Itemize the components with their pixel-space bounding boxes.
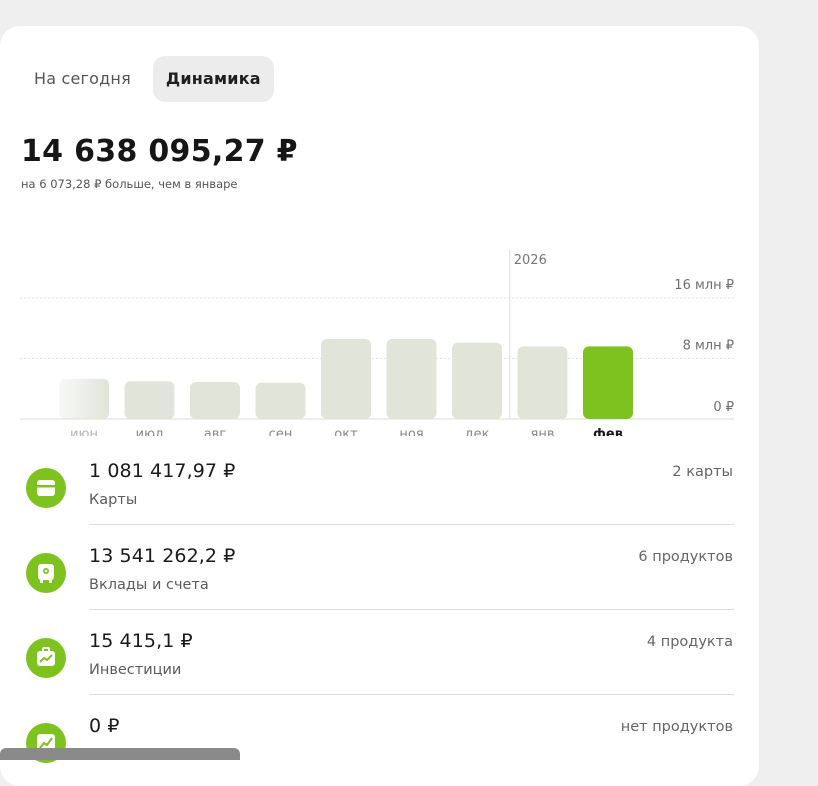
x-tick-label: июл: [136, 427, 164, 436]
account-count: 6 продуктов: [638, 549, 733, 565]
x-tick-label: авг: [204, 427, 227, 436]
account-amount: 13 541 262,2 ₽: [89, 545, 236, 567]
account-count: 4 продукта: [646, 634, 733, 650]
briefcase-chart-icon: [26, 638, 66, 678]
divider: [89, 524, 734, 525]
bar-авг: [190, 381, 240, 419]
view-tabs: На сегодня Динамика: [18, 56, 274, 102]
account-label: Карты: [89, 492, 138, 508]
balance-change-note: на 6 073,28 ₽ больше, чем в январе: [21, 177, 238, 191]
x-tick-label: дек: [465, 427, 490, 436]
y-tick-label: 0 ₽: [713, 400, 734, 415]
account-row-deposits[interactable]: 13 541 262,2 ₽ Вклады и счета 6 продукто…: [0, 525, 759, 610]
bar-июн: [59, 378, 109, 419]
monthly-balance-chart: 2026 июн июл авг сен окт ноя дек янв фев 0 ₽ 8 млн …: [0, 216, 759, 436]
bar-дек: [452, 342, 502, 419]
x-tick-label: окт: [334, 427, 358, 436]
chart-svg: 2026 июн июл авг сен окт ноя дек янв фев 0 ₽ 8 млн …: [20, 250, 734, 436]
divider: [89, 694, 734, 695]
account-label: Вклады и счета: [89, 577, 209, 593]
account-label: Инвестиции: [89, 662, 182, 678]
bar-фев: [583, 346, 633, 419]
bar-июл: [124, 381, 175, 419]
divider: [89, 609, 734, 610]
account-row-pensions[interactable]: 0 ₽ Пенсии нет продуктов: [0, 695, 759, 780]
account-row-cards[interactable]: 1 081 417,97 ₽ Карты 2 карты: [0, 440, 759, 525]
account-count: нет продуктов: [620, 719, 733, 735]
account-amount: 1 081 417,97 ₽: [89, 460, 236, 482]
account-amount: 0 ₽: [89, 715, 120, 737]
bar-янв: [517, 346, 568, 419]
y-tick-label: 16 млн ₽: [674, 278, 734, 293]
account-row-investments[interactable]: 15 415,1 ₽ Инвестиции 4 продукта: [0, 610, 759, 695]
account-amount: 15 415,1 ₽: [89, 630, 193, 652]
x-tick-label: ноя: [399, 427, 423, 436]
year-label: 2026: [514, 253, 547, 268]
x-tick-label: янв: [531, 427, 555, 436]
overlay-bar: [0, 748, 240, 760]
safe-icon: [26, 553, 66, 593]
y-tick-label: 8 млн ₽: [683, 339, 734, 354]
bar-сен: [255, 382, 306, 419]
account-count: 2 карты: [672, 464, 733, 480]
bar-окт: [321, 338, 371, 419]
card-icon: [26, 468, 66, 508]
x-tick-label: фев: [593, 427, 623, 436]
tab-dynamics[interactable]: Динамика: [152, 56, 274, 102]
wealth-card: На сегодня Динамика 14 638 095,27 ₽ на 6…: [0, 26, 759, 786]
x-tick-label: сен: [269, 427, 293, 436]
bar-ноя: [386, 338, 437, 419]
x-tick-label: июн: [70, 427, 98, 436]
tab-today[interactable]: На сегодня: [34, 69, 131, 88]
total-balance: 14 638 095,27 ₽: [21, 134, 298, 169]
